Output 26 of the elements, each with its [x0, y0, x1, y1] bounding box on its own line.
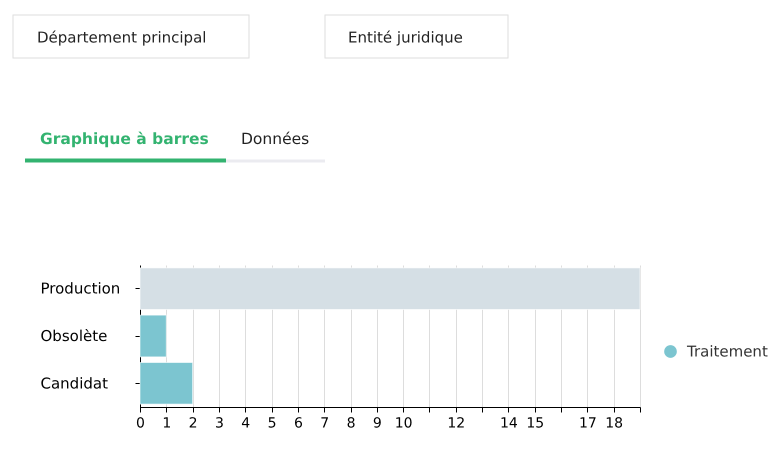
bar [140, 314, 167, 358]
x-tick-label: 15 [526, 416, 544, 432]
y-tick-label: Candidat [40, 374, 108, 392]
x-tick-label: 3 [214, 416, 224, 432]
x-tick-label: 8 [346, 416, 356, 432]
x-tick-label: 17 [578, 416, 597, 432]
x-tick-label: 4 [241, 416, 250, 432]
legend-label: Traitement [686, 342, 768, 360]
x-tick-label: 10 [394, 416, 413, 432]
x-tick-label: 14 [500, 416, 518, 432]
text: Graphique à barres [40, 130, 209, 148]
text: Entité juridique [348, 28, 463, 46]
x-tick-label: 12 [447, 416, 466, 432]
x-tick-label: 6 [294, 416, 303, 432]
x-tick-label: 18 [605, 416, 624, 432]
bar [140, 362, 194, 405]
y-tick-label: Production [40, 280, 120, 298]
x-tick-label: 5 [268, 416, 277, 432]
text: Données [241, 130, 310, 148]
x-tick-label: 2 [188, 416, 198, 432]
text: Département principal [37, 28, 206, 46]
x-tick-label: 9 [372, 416, 382, 432]
y-tick-label: Obsolète [40, 327, 108, 345]
x-tick-label: 1 [162, 416, 172, 432]
x-tick-label: 7 [320, 416, 330, 432]
x-tick-label: 0 [136, 416, 145, 432]
